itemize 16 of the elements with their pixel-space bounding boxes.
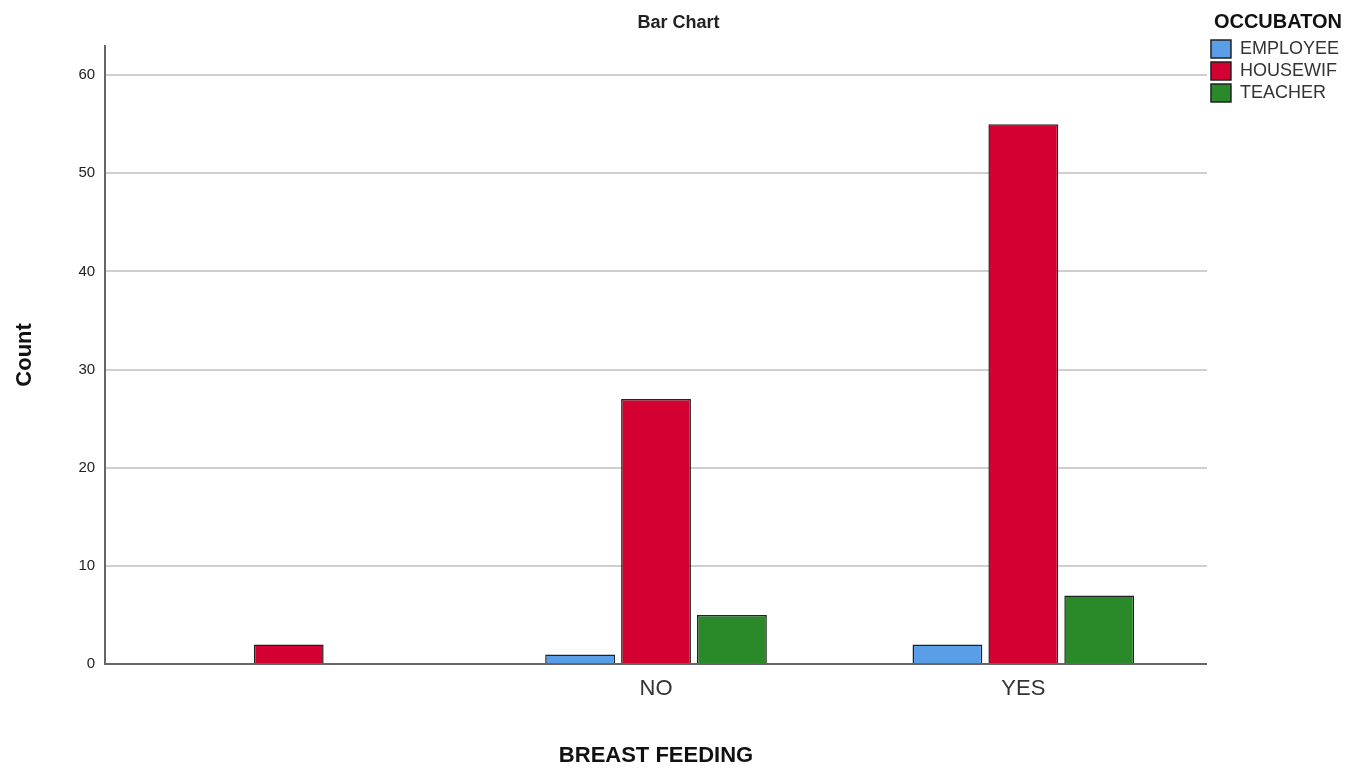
y-tick-label: 60 — [78, 65, 96, 83]
chart-title: Bar Chart — [637, 11, 720, 32]
y-tick-label: 40 — [78, 261, 96, 279]
x-tick-label: NO — [639, 675, 673, 701]
x-axis-title: BREAST FEEDING — [558, 741, 754, 767]
y-tick-label: 0 — [86, 654, 96, 672]
x-tick-label: YES — [1001, 675, 1046, 701]
legend-label: EMPLOYEE — [1239, 37, 1340, 58]
y-tick-label: 30 — [78, 359, 96, 377]
legend-label: TEACHER — [1239, 81, 1326, 102]
y-tick-label: 20 — [78, 457, 96, 475]
legend-label: HOUSEWIF — [1239, 59, 1337, 80]
y-tick-label: 10 — [78, 556, 96, 574]
y-tick-label: 50 — [78, 163, 96, 181]
legend-title: OCCUBATON — [1213, 9, 1343, 32]
y-axis-title: Count — [11, 322, 37, 387]
